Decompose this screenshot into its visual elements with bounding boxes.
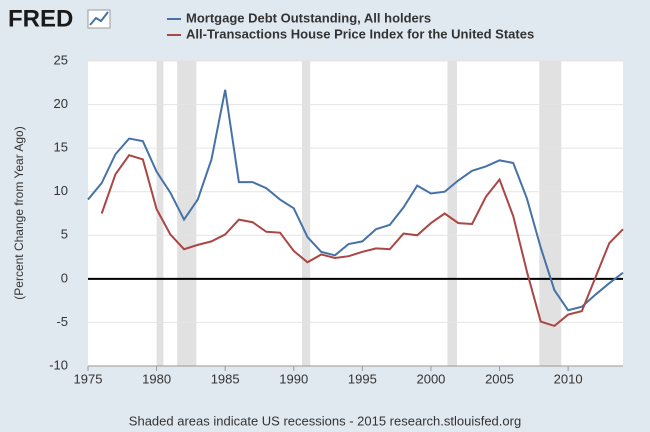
x-tick-label: 1990: [279, 371, 308, 386]
logo-icon: [87, 9, 111, 29]
recession-band: [177, 61, 197, 366]
x-tick-label: 1980: [142, 371, 171, 386]
x-tick-label: 2005: [485, 371, 514, 386]
footnote: Shaded areas indicate US recessions - 20…: [129, 413, 521, 428]
legend-label: Mortgage Debt Outstanding, All holders: [186, 10, 431, 25]
y-tick-label: 25: [54, 52, 68, 67]
recession-band: [447, 61, 458, 366]
y-tick-label: 15: [54, 140, 68, 155]
y-tick-label: -10: [49, 357, 68, 372]
x-tick-label: 1985: [211, 371, 240, 386]
series-line: [87, 89, 624, 312]
y-tick-label: 20: [54, 96, 68, 111]
series-line: [100, 153, 624, 328]
y-tick-label: 0: [61, 270, 68, 285]
legend-label: All-Transactions House Price Index for t…: [186, 26, 534, 41]
recession-band: [539, 61, 562, 366]
y-axis-label: (Percent Change from Year Ago): [12, 126, 26, 299]
y-tick-label: 5: [61, 227, 68, 242]
logo: FRED: [8, 5, 73, 32]
recession-band: [302, 61, 311, 366]
x-tick-label: 2000: [416, 371, 445, 386]
y-tick-label: -5: [56, 314, 68, 329]
x-tick-label: 1995: [348, 371, 377, 386]
y-tick-label: 10: [54, 183, 68, 198]
x-tick-label: 1975: [74, 371, 103, 386]
x-tick-label: 2010: [554, 371, 583, 386]
